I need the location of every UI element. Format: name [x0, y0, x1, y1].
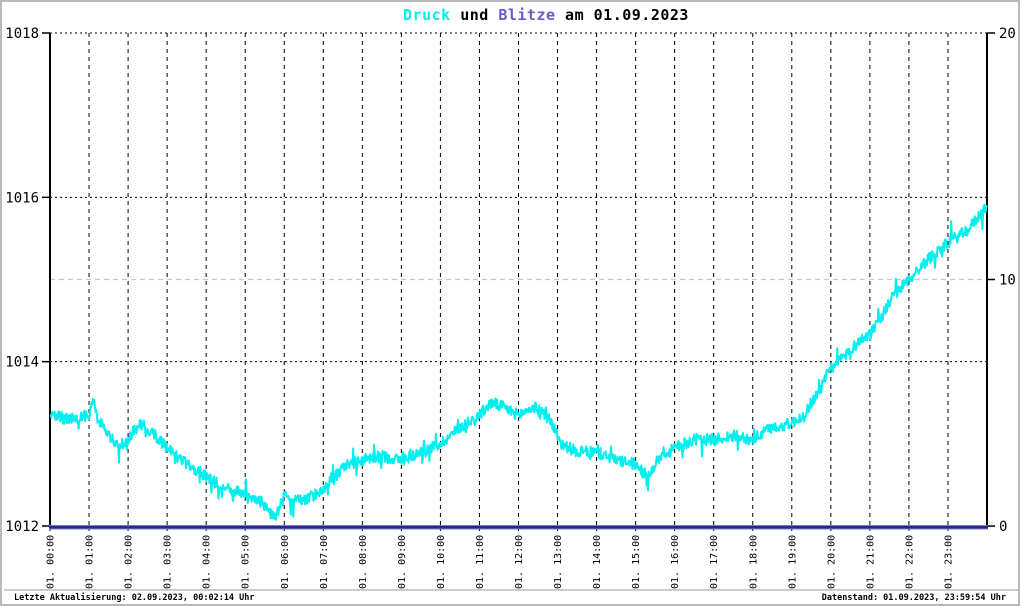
data-timestamp-label: Datenstand: 01.09.2023, 23:59:54 Uhr: [821, 593, 1006, 603]
x-tick-label: 01. 18:00: [748, 535, 759, 589]
x-tick-label: 01. 10:00: [436, 535, 447, 589]
y-left-tick-label: 1018: [5, 26, 39, 42]
y-left-tick-label: 1014: [5, 355, 39, 371]
x-tick-label: 01. 02:00: [124, 535, 135, 589]
x-tick-label: 01. 20:00: [826, 535, 837, 589]
x-tick-label: 01. 17:00: [709, 535, 720, 589]
y-left-tick-label: 1012: [5, 519, 39, 535]
title-druck-label: Druck: [403, 6, 451, 24]
x-tick-label: 01. 11:00: [475, 535, 486, 589]
y-right-tick-label: 10: [999, 273, 1016, 289]
x-tick-label: 01. 00:00: [46, 535, 57, 589]
x-tick-label: 01. 09:00: [397, 535, 408, 589]
x-tick-label: 01. 19:00: [787, 535, 798, 589]
x-tick-label: 01. 08:00: [358, 535, 369, 589]
title-und-label: und: [450, 6, 499, 24]
title-blitze-label: Blitze: [498, 6, 556, 24]
x-tick-label: 01. 12:00: [514, 535, 525, 589]
x-tick-label: 01. 21:00: [865, 535, 876, 589]
y-right-tick-label: 0: [999, 519, 1007, 535]
y-left-tick-labels: 1012 1014 1016 1018: [5, 26, 50, 535]
x-tick-label: 01. 04:00: [202, 535, 213, 589]
x-tick-label: 01. 22:00: [904, 535, 915, 589]
grid-layer: [50, 32, 987, 526]
x-tick-label: 01. 03:00: [163, 535, 174, 589]
y-left-tick-label: 1016: [5, 190, 39, 206]
title-date-label: am 01.09.2023: [555, 6, 689, 24]
last-update-label: Letzte Aktualisierung: 02.09.2023, 00:02…: [14, 593, 255, 603]
x-tick-labels: 01. 00:00 01. 01:00 01. 02:00 01. 03:00 01. …: [46, 526, 954, 589]
x-tick-label: 01. 13:00: [553, 535, 564, 589]
x-tick-label: 01. 14:00: [592, 535, 603, 589]
x-tick-label: 01. 07:00: [319, 535, 330, 589]
chart-title: Druck und Blitze am 01.09.2023: [38, 6, 1018, 24]
x-tick-label: 01. 06:00: [280, 535, 291, 589]
x-tick-label: 01. 16:00: [670, 535, 681, 589]
pressure-series-line: [49, 203, 988, 521]
x-tick-label: 01. 15:00: [631, 535, 642, 589]
x-tick-label: 01. 23:00: [943, 535, 954, 589]
y-right-tick-label: 20: [999, 26, 1016, 42]
y-right-tick-labels: 0 10 20: [987, 26, 1016, 535]
x-tick-label: 01. 01:00: [85, 535, 96, 589]
x-tick-label: 01. 05:00: [241, 535, 252, 589]
